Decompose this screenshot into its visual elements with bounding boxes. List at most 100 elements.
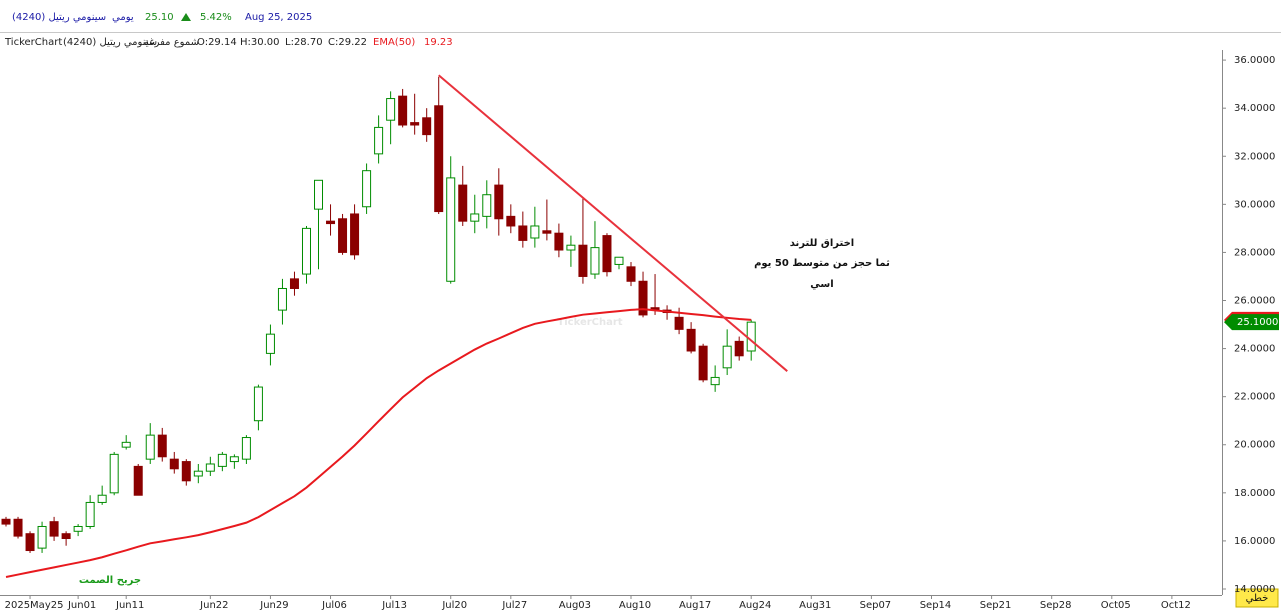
x-tick-label: Jun29	[259, 600, 288, 611]
header-price: 25.10	[145, 12, 174, 23]
y-tick-label: 14.0000	[1234, 584, 1275, 595]
candle-body	[338, 218, 348, 253]
candle-body	[470, 213, 480, 222]
candle-body	[566, 244, 576, 251]
candle-body	[241, 437, 251, 460]
candle-body	[205, 463, 215, 472]
y-tick-label: 22.0000	[1234, 392, 1275, 403]
y-tick-label: 16.0000	[1234, 536, 1275, 547]
x-tick-label: Oct12	[1161, 600, 1191, 611]
candle-body	[181, 461, 191, 482]
candle-body	[434, 105, 444, 213]
candle-body	[626, 266, 636, 282]
candle-body	[145, 434, 155, 460]
candle-body	[638, 280, 648, 316]
candle-body	[458, 184, 468, 222]
watermark: TickerChart	[557, 317, 622, 328]
candle-body	[133, 465, 143, 496]
x-tick-label: Sep21	[980, 600, 1012, 611]
x-tick-label: Jul27	[501, 600, 527, 611]
candle-body	[277, 287, 287, 311]
candle-body	[542, 230, 552, 234]
y-tick-label: 34.0000	[1234, 103, 1275, 114]
x-tick-label: Jun01	[67, 600, 96, 611]
candle-body	[13, 518, 23, 537]
candle-body	[494, 184, 504, 220]
header-period: يومي	[112, 12, 134, 23]
candle-body	[301, 227, 311, 275]
candle-body	[722, 345, 732, 369]
candle-body	[374, 126, 384, 155]
x-tick-label: Jul06	[321, 600, 347, 611]
up-arrow	[181, 13, 191, 21]
y-tick-label: 30.0000	[1234, 199, 1275, 210]
candle-body	[554, 232, 564, 251]
candle-body	[157, 434, 167, 458]
candle-body	[85, 501, 95, 527]
info-source: TickerChart	[4, 37, 62, 48]
header-change: 5.42%	[200, 12, 232, 23]
annotation-line: اختراق للترند	[790, 238, 854, 249]
line-mode-button[interactable]	[1235, 588, 1279, 608]
x-tick-label: Aug31	[799, 600, 831, 611]
candle-body	[746, 321, 756, 352]
candle-body	[602, 235, 612, 273]
candle-body	[698, 345, 708, 381]
candle-body	[398, 95, 408, 126]
candle-body	[265, 333, 275, 354]
candle-body	[614, 256, 624, 265]
x-tick-label: Jun11	[115, 600, 144, 611]
line-mode-label[interactable]: خطي	[1246, 593, 1269, 604]
candle-body	[121, 441, 131, 448]
x-tick-label: Jul20	[441, 600, 467, 611]
y-tick-label: 20.0000	[1234, 440, 1275, 451]
candle-body	[482, 194, 492, 217]
candle-body	[422, 117, 432, 136]
info-low: L:28.70	[285, 37, 323, 48]
candle-body	[362, 170, 372, 208]
y-tick-label: 26.0000	[1234, 296, 1275, 307]
candle-body	[169, 458, 179, 470]
header-date: Aug 25, 2025	[245, 12, 312, 23]
candle-body	[109, 453, 119, 494]
info-ema-name: EMA(50)	[373, 37, 415, 48]
x-tick-label: Jun22	[199, 600, 228, 611]
ema-line	[5, 308, 752, 578]
candle-body	[710, 376, 720, 386]
candle-body	[578, 244, 588, 277]
x-tick-label: Oct05	[1101, 600, 1131, 611]
candle-body	[506, 215, 516, 227]
candle-body	[518, 225, 528, 241]
candle-body	[97, 494, 107, 503]
candle-body	[289, 278, 299, 289]
candle-body	[386, 98, 396, 121]
y-tick-label: 24.0000	[1234, 344, 1275, 355]
x-tick-label: Aug24	[739, 600, 771, 611]
info-ema-value: 19.23	[424, 37, 453, 48]
candle-body	[686, 328, 696, 352]
candle-body	[734, 340, 744, 357]
x-tick-label: Sep14	[920, 600, 952, 611]
candle-body	[193, 470, 203, 477]
info-symbol: سينومي ريتيل (4240)	[63, 37, 157, 48]
price-flag	[1224, 314, 1279, 331]
price-flag-label: 25.1000	[1237, 317, 1278, 328]
candle-body	[25, 533, 35, 552]
header-symbol: سينومي ريتيل (4240)	[12, 12, 106, 23]
candle-body	[446, 177, 456, 282]
y-tick-label: 18.0000	[1234, 488, 1275, 499]
candle-body	[350, 213, 360, 256]
candle-body	[314, 179, 324, 210]
candle-body	[61, 533, 71, 540]
x-tick-label: Aug17	[679, 600, 711, 611]
x-tick-label: Sep07	[860, 600, 892, 611]
x-tick-label: Sep28	[1040, 600, 1072, 611]
annotation-line: ثما حجز من متوسط 50 يوم	[754, 258, 890, 269]
x-tick-label: 2025May25	[5, 600, 64, 611]
y-tick-label: 36.0000	[1234, 55, 1275, 66]
candle-body	[253, 386, 263, 422]
info-high: H:30.00	[240, 37, 280, 48]
info-close: C:29.22	[328, 37, 367, 48]
annotation-line: اسي	[810, 279, 833, 290]
